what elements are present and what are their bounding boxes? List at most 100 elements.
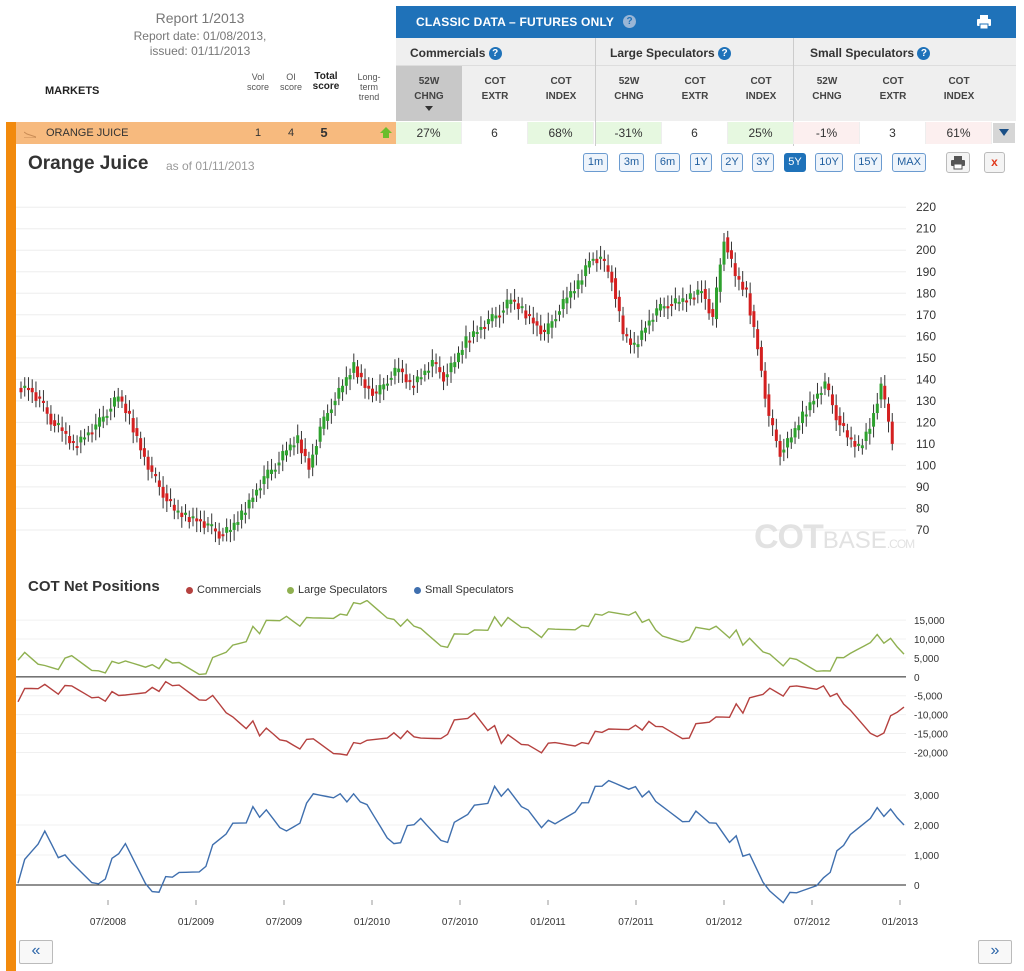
report-info: Report 1/2013 Report date: 01/08/2013, i…	[100, 10, 300, 59]
help-icon[interactable]: ?	[718, 47, 732, 61]
candle-body	[505, 299, 509, 309]
legend-large-speculators[interactable]: Large Speculators	[287, 584, 387, 596]
candle-body	[595, 258, 599, 264]
candle-body	[270, 469, 274, 474]
help-icon[interactable]: ?	[488, 47, 502, 61]
col-large-cot-extr[interactable]: COT EXTR	[681, 76, 709, 102]
candle-body	[341, 385, 345, 393]
cell-large-cot-index: 25%	[728, 122, 794, 144]
candle-body	[759, 347, 763, 371]
candle-body	[681, 298, 685, 302]
candle-body	[576, 280, 580, 289]
range-15y-button[interactable]: 15Y	[854, 153, 882, 172]
candle-body	[30, 387, 34, 393]
candle-body	[296, 435, 300, 444]
col-small-cot-index[interactable]: COT INDEX	[943, 76, 975, 102]
candle-body	[378, 385, 382, 395]
legend-commercials[interactable]: Commercials	[186, 584, 261, 596]
x-tick-label: 07/2011	[618, 917, 654, 928]
range-max-button[interactable]: MAX	[892, 153, 926, 172]
col-comm-52w-chng[interactable]: 52W CHNG	[396, 66, 462, 121]
total-score: 5	[320, 125, 328, 140]
print-icon	[951, 156, 965, 170]
candle-body	[90, 432, 94, 435]
series-line-commercials	[17, 680, 905, 756]
candle-body	[187, 517, 191, 523]
candle-body	[696, 289, 700, 295]
report-issued: issued: 01/11/2013	[149, 44, 251, 58]
candle-body	[247, 499, 251, 509]
col-small-cot-extr[interactable]: COT EXTR	[879, 76, 907, 102]
range-10y-button[interactable]: 10Y	[815, 153, 843, 172]
candle-body	[692, 297, 696, 300]
x-tick-label: 01/2009	[178, 917, 215, 928]
candle-body	[546, 323, 550, 335]
legend-dot	[287, 586, 294, 594]
long-term-trend-header[interactable]: Long- term trend	[357, 72, 381, 102]
x-tick-label: 07/2009	[266, 917, 303, 928]
candle-body	[38, 396, 42, 399]
candle-body	[842, 423, 846, 426]
candle-body	[625, 334, 629, 337]
candle-body	[359, 372, 363, 378]
classic-data-title: CLASSIC DATA – FUTURES ONLY	[416, 15, 615, 29]
candle-body	[281, 451, 285, 461]
candle-body	[756, 329, 760, 350]
candle-body	[483, 326, 487, 329]
print-icon[interactable]	[976, 14, 992, 30]
candle-body	[240, 510, 244, 520]
candle-body	[853, 441, 857, 447]
col-comm-cot-extr[interactable]: COT EXTR	[481, 76, 509, 102]
legend-small-speculators[interactable]: Small Speculators	[414, 584, 514, 596]
col-large-52w-chng[interactable]: 52W CHNG	[614, 76, 644, 102]
col-small-52w-chng[interactable]: 52W CHNG	[812, 76, 842, 102]
market-row-orange-juice[interactable]: ORANGE JUICE 1 4 5	[16, 122, 396, 144]
col-large-cot-index[interactable]: COT INDEX	[745, 76, 777, 102]
candle-body	[404, 374, 408, 383]
cell-small-cot-index: 61%	[926, 122, 992, 144]
x-tick-label: 07/2012	[794, 917, 831, 928]
candle-body	[494, 315, 498, 319]
candle-body	[591, 258, 595, 261]
candle-body	[415, 376, 419, 383]
range-1y-button[interactable]: 1Y	[690, 153, 712, 172]
candle-body	[412, 385, 416, 388]
next-button[interactable]: »	[978, 940, 1012, 964]
candle-body	[232, 522, 236, 530]
candle-body	[666, 306, 670, 309]
candle-body	[389, 377, 393, 380]
range-5y-button[interactable]: 5Y	[784, 153, 806, 172]
prev-button[interactable]: «	[19, 940, 53, 964]
total-score-header[interactable]: Total score	[312, 71, 340, 92]
candle-body	[801, 411, 805, 424]
candle-body	[823, 381, 827, 389]
candle-body	[621, 315, 625, 335]
print-button[interactable]	[946, 152, 970, 173]
y-tick-label: -20,000	[914, 748, 948, 759]
candle-body	[318, 426, 322, 442]
close-button[interactable]: x	[984, 152, 1005, 173]
candle-body	[501, 310, 505, 313]
range-2y-button[interactable]: 2Y	[721, 153, 743, 172]
candle-body	[98, 417, 102, 427]
range-1m-button[interactable]: 1m	[583, 153, 608, 172]
candle-body	[718, 264, 722, 292]
vol-score-header[interactable]: Vol score	[246, 72, 269, 92]
help-icon[interactable]: ?	[917, 47, 931, 61]
price-chart: 70 80 90 100 110 120 130 140 150 160 170 180 190 200 2…	[16, 200, 936, 545]
row-dropdown-button[interactable]	[993, 123, 1015, 143]
candle-body	[636, 344, 640, 348]
col-comm-cot-index[interactable]: COT INDEX	[545, 76, 577, 102]
candle-body	[333, 400, 337, 406]
range-6m-button[interactable]: 6m	[655, 153, 680, 172]
candle-body	[793, 428, 797, 438]
oi-score-header[interactable]: OI score	[279, 72, 302, 92]
candle-body	[614, 278, 618, 300]
candle-body	[752, 311, 756, 327]
candle-body	[329, 409, 333, 414]
help-icon[interactable]: ?	[623, 15, 636, 28]
range-3y-button[interactable]: 3Y	[752, 153, 774, 172]
range-3m-button[interactable]: 3m	[619, 153, 644, 172]
candle-body	[838, 415, 842, 426]
candle-body	[602, 258, 606, 261]
